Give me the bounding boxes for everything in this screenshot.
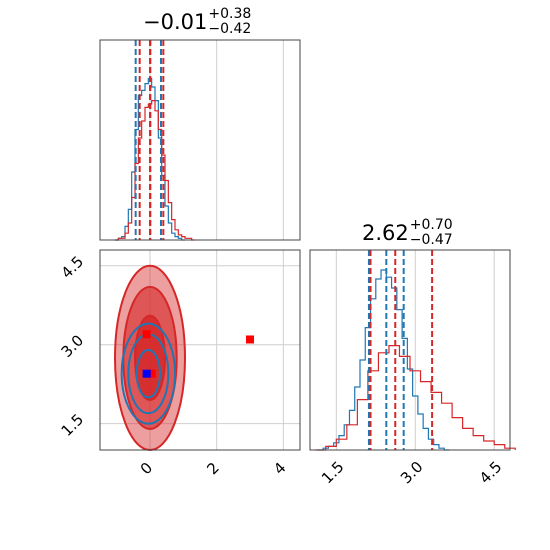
x-tick-label: 0 [137, 459, 156, 478]
grid [149, 40, 284, 240]
y-tick-label: 3.0 [58, 331, 88, 361]
panel-bottom-left: 0 2 4 1.5 3.0 4.5 [58, 249, 301, 478]
x-tick-label: 4.5 [476, 458, 506, 488]
grid [335, 250, 495, 450]
contour-level [120, 322, 176, 425]
axes-frame [309, 249, 511, 451]
histogram-series-group [315, 269, 516, 451]
x-tick-labels: 1.5 3.0 4.5 [318, 458, 505, 488]
contours [114, 264, 186, 452]
x-tick-labels: 0 2 4 [137, 459, 290, 478]
histogram-series-2 [115, 100, 195, 241]
y-tick-label: 1.5 [58, 410, 88, 440]
title-upper-error: +0.70 [409, 217, 453, 233]
title-value: 2.62 [362, 221, 409, 245]
histogram-series-group [115, 77, 195, 241]
y-tick-labels: 1.5 3.0 4.5 [58, 252, 88, 439]
y-tick-label: 4.5 [58, 252, 88, 282]
x-tick-label: 2 [203, 459, 222, 478]
quantile-lines [134, 40, 165, 240]
histogram-series-1 [317, 269, 450, 451]
marker-square [142, 369, 151, 378]
marker-square [142, 330, 151, 339]
title-lower-error: −0.47 [409, 232, 453, 248]
x-tick-label: 4 [270, 459, 289, 478]
panel-title-bottom-right: 2.62 +0.70 −0.47 [362, 218, 453, 248]
axes-frame [99, 249, 301, 451]
x-tick-label: 3.0 [397, 458, 427, 488]
axes-frame [99, 39, 301, 241]
contour-level [135, 349, 161, 399]
markers [142, 330, 254, 378]
title-value: −0.01 [143, 10, 208, 34]
quantile-lines [367, 250, 434, 450]
marker-square [246, 335, 254, 344]
panel-bottom-right: 1.5 3.0 4.5 [309, 249, 516, 488]
panel-title-top-left: −0.01 +0.38 −0.42 [143, 7, 251, 37]
histogram-series-2 [315, 345, 516, 451]
x-tick-label: 1.5 [318, 458, 348, 488]
marker-square [147, 369, 156, 378]
title-upper-error: +0.38 [208, 6, 252, 22]
panel-top-left [99, 39, 301, 241]
title-lower-error: −0.42 [208, 21, 252, 37]
